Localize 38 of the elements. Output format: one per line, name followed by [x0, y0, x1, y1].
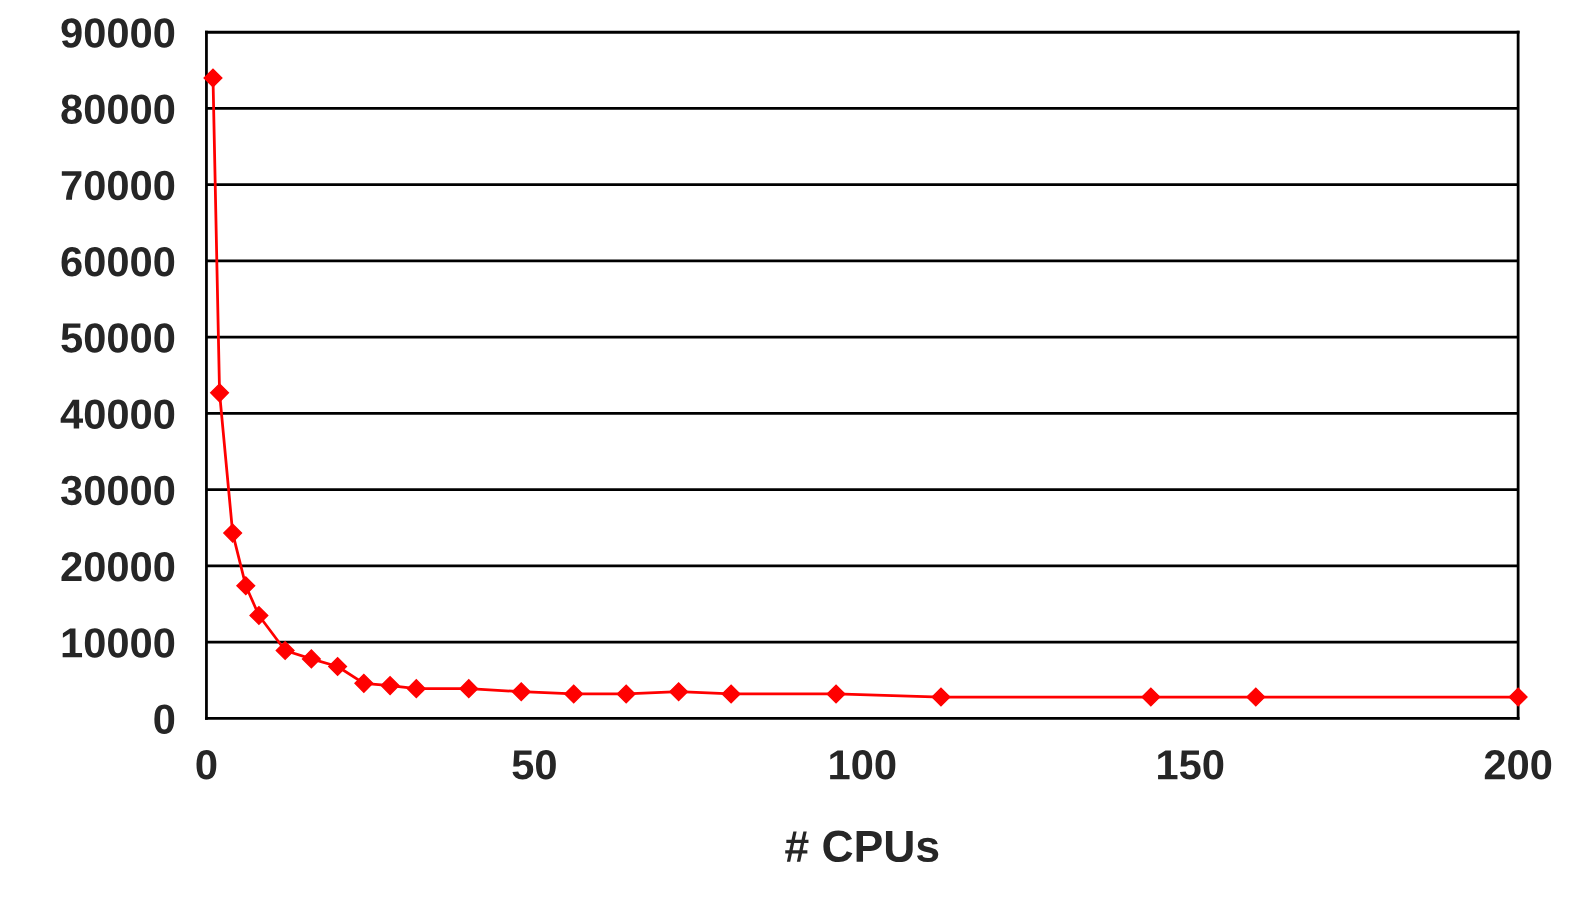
point [931, 687, 951, 707]
point [669, 682, 689, 702]
point [249, 605, 269, 625]
y-tick-label: 40000 [60, 399, 175, 429]
point [1508, 687, 1528, 707]
point [354, 673, 374, 693]
point [210, 383, 230, 403]
y-tick-label: 70000 [61, 170, 175, 201]
x-tick-label: 0 [196, 750, 217, 780]
point [380, 676, 400, 696]
y-tick-label: 10000 [62, 628, 175, 658]
point [459, 679, 479, 699]
point [616, 684, 636, 704]
x-tick-label: 150 [1158, 750, 1224, 780]
y-tick-label: 80000 [61, 94, 175, 124]
point [203, 68, 223, 88]
point [223, 523, 243, 543]
point [236, 576, 256, 596]
x-tick-label: 50 [512, 750, 556, 780]
point [564, 684, 584, 704]
y-tick-label: 30000 [60, 475, 175, 506]
y-tick-label: 20000 [61, 551, 175, 582]
x-tick-label: 200 [1484, 750, 1552, 780]
y-tick-label: 60000 [61, 246, 175, 277]
point [406, 679, 426, 699]
x-axis-title: # CPUs [785, 830, 939, 863]
point [826, 684, 846, 704]
point [328, 657, 348, 677]
point [721, 684, 741, 704]
x-tick-label: 100 [830, 750, 896, 780]
y-tick-label: 0 [154, 704, 175, 734]
y-tick-label: 90000 [61, 18, 175, 48]
point [301, 649, 321, 669]
point [1141, 687, 1161, 707]
point [275, 640, 295, 661]
y-tick-label: 50000 [61, 323, 175, 353]
point [1246, 687, 1266, 707]
point [511, 682, 531, 702]
